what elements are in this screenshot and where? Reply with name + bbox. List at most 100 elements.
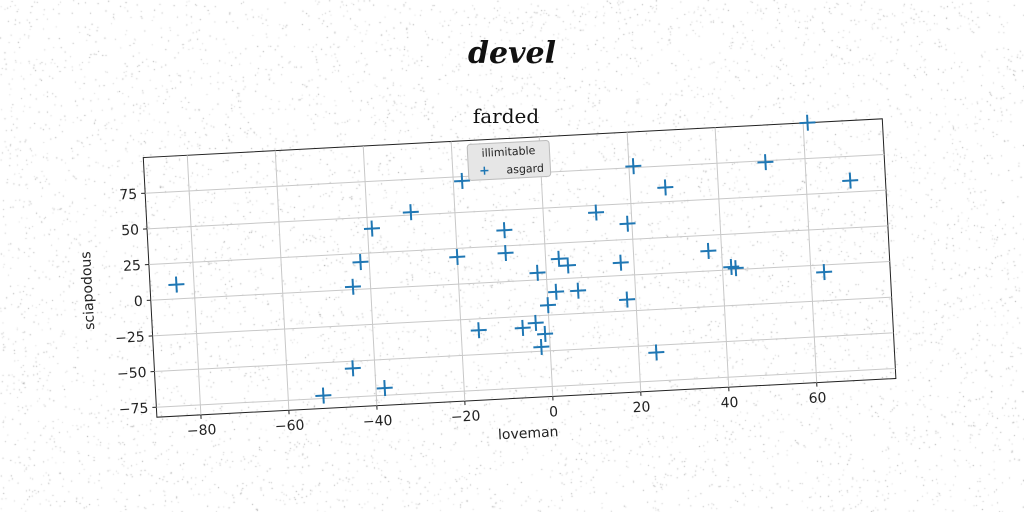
x-grid-line: [274, 150, 290, 411]
data-point-v: [351, 278, 355, 295]
data-point-v: [822, 264, 826, 281]
data-point-v: [546, 297, 550, 314]
x-tick-label: 20: [632, 399, 651, 416]
data-point-v: [764, 154, 767, 171]
data-point-v: [174, 276, 178, 293]
data-point: [799, 114, 816, 131]
y-tick-label: −25: [115, 329, 145, 347]
legend-label: asgard: [506, 162, 544, 177]
y-grid-line: [154, 332, 894, 373]
data-point: [514, 319, 531, 336]
data-point: [619, 215, 636, 232]
data-point: [612, 254, 629, 271]
data-point: [533, 338, 550, 356]
data-point: [537, 325, 554, 342]
data-point: [363, 220, 380, 237]
data-point-v: [521, 319, 525, 336]
data-point-v: [543, 325, 547, 342]
data-point: [842, 172, 859, 189]
data-point: [344, 360, 361, 377]
data-point: [619, 291, 636, 308]
data-point-v: [534, 314, 538, 331]
data-point-v: [594, 204, 598, 221]
data-point-v: [409, 204, 413, 221]
data-point: [376, 380, 393, 397]
x-grid-line: [450, 141, 466, 402]
y-tick-label: −50: [117, 365, 147, 383]
y-grid-line: [150, 260, 890, 301]
data-point: [454, 172, 471, 189]
x-axis-label: loveman: [498, 424, 559, 443]
legend-marker: [480, 166, 489, 175]
data-point-v: [626, 215, 629, 232]
x-grid-line: [186, 155, 202, 415]
data-point-v: [383, 380, 387, 397]
data-point: [539, 297, 557, 314]
y-axis-label: sciapodous: [78, 251, 98, 330]
data-point: [727, 260, 744, 277]
y-grid-line: [156, 367, 896, 408]
y-grid-line: [146, 189, 887, 230]
data-point: [550, 250, 567, 267]
data-point: [548, 283, 565, 300]
x-grid-line: [626, 132, 642, 392]
x-grid-line: [714, 127, 730, 388]
data-point: [529, 264, 546, 281]
data-point-v: [359, 254, 362, 271]
data-point: [757, 154, 774, 171]
data-point-v: [663, 179, 667, 196]
x-tick-label: 40: [720, 395, 739, 412]
x-grid-line: [362, 146, 378, 406]
data-point-v: [539, 338, 543, 356]
data-point-v: [654, 344, 658, 361]
data-point-v: [619, 254, 623, 271]
data-point-v: [477, 322, 481, 339]
x-tick-label: 0: [549, 404, 559, 420]
data-point-v: [536, 264, 539, 281]
x-tick-label: −60: [275, 417, 305, 435]
data-point: [700, 242, 717, 260]
data-point: [588, 204, 605, 221]
y-tick-label: 75: [119, 187, 138, 204]
y-tick-label: 0: [133, 294, 143, 310]
x-tick-label: −80: [187, 422, 217, 440]
data-point-v: [321, 387, 325, 404]
data-point: [527, 314, 544, 331]
x-grid-line: [538, 136, 554, 397]
data-point: [625, 158, 642, 175]
data-point: [449, 248, 466, 266]
data-point-v: [351, 360, 355, 377]
plot-area: −80 −60 −40 −20 0 20 40 60 −75 −50 −25 0 25 50 75 love…: [78, 114, 897, 443]
data-point-v: [631, 158, 635, 175]
data-point-v: [502, 222, 506, 239]
data-point-v: [554, 283, 558, 300]
data-point-v: [566, 257, 570, 274]
data-point: [470, 322, 487, 339]
data-point: [657, 179, 674, 196]
data-point-v: [370, 220, 374, 237]
y-tick-label: 25: [123, 258, 142, 275]
x-tick-label: −20: [450, 408, 480, 426]
x-grid-line: [802, 122, 818, 383]
chart-title: farded: [473, 104, 540, 128]
data-point-v: [848, 172, 852, 189]
data-point: [497, 244, 514, 262]
data-point: [168, 276, 185, 293]
x-tick-label: −40: [362, 413, 392, 431]
data-point-v: [734, 260, 738, 277]
data-point-v: [576, 282, 580, 299]
data-point: [559, 257, 577, 274]
y-grid-line: [152, 296, 892, 337]
data-point-v: [455, 248, 459, 266]
x-tick-label: 60: [808, 390, 827, 407]
figure-suptitle: devel: [468, 36, 556, 71]
data-point-v: [625, 291, 629, 308]
data-point-v: [729, 258, 733, 275]
data-point-v: [557, 250, 561, 267]
legend: illimitable asgard: [466, 139, 552, 181]
data-point: [352, 254, 369, 271]
data-point-v: [460, 172, 464, 189]
data-point: [570, 282, 587, 299]
